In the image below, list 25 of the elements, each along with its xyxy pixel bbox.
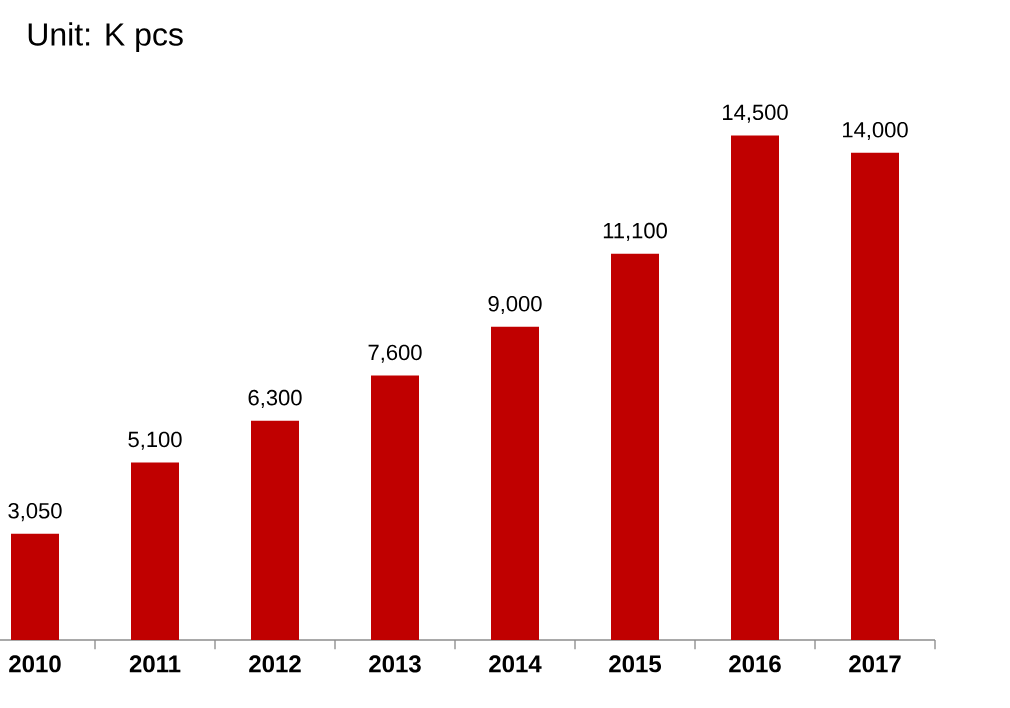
x-tick-label: 2016	[729, 655, 781, 673]
data-label: 11,100	[603, 222, 667, 242]
data-label: 6,300	[248, 389, 302, 409]
x-tick-label: 2012	[249, 655, 301, 673]
data-label: 7,600	[368, 344, 422, 363]
x-tick-label: 2010	[9, 655, 61, 673]
bar	[131, 462, 179, 640]
x-tick-label: 2017	[849, 655, 901, 673]
bar	[251, 420, 299, 640]
bar	[491, 326, 539, 640]
bar	[851, 152, 899, 640]
x-tick-label: 2011	[129, 655, 181, 673]
data-label: 14,000	[843, 121, 908, 141]
bar	[611, 253, 659, 640]
data-label: 14,500	[723, 104, 788, 123]
x-tick-label: 2015	[609, 655, 662, 673]
data-label: 5,100	[128, 431, 182, 450]
bar	[11, 533, 59, 640]
data-label: 3,050	[8, 502, 62, 522]
data-label: 9,000	[488, 295, 542, 315]
x-tick-label: 2013	[369, 655, 421, 673]
bar	[731, 135, 779, 640]
chart-title: Unit: K pcs	[28, 22, 183, 53]
x-tick-label: 2014	[489, 655, 542, 673]
bar	[371, 375, 419, 640]
